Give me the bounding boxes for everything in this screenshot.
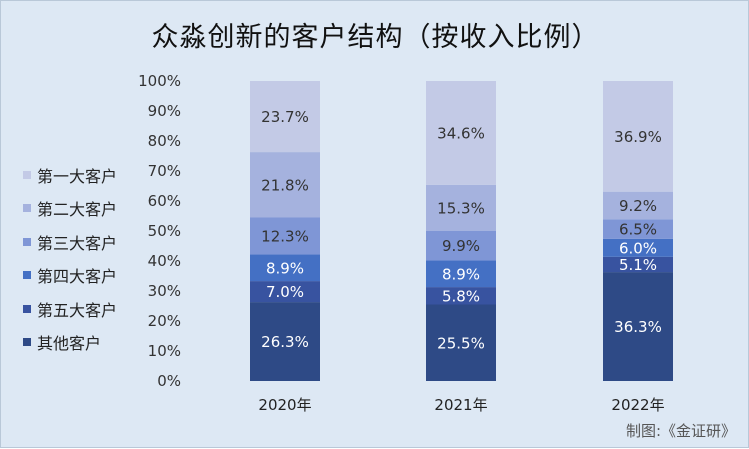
- data-label: 25.5%: [437, 334, 485, 352]
- legend-label: 第四大客户: [37, 267, 118, 287]
- y-tick-label: 20%: [148, 312, 181, 330]
- legend-swatch: [23, 170, 31, 179]
- bar-segment: [250, 281, 320, 303]
- data-label: 12.3%: [261, 227, 309, 245]
- data-label: 9.9%: [442, 237, 480, 255]
- legend-label: 第三大客户: [37, 233, 118, 253]
- y-tick-label: 100%: [138, 72, 181, 90]
- bar-segment: [603, 219, 673, 239]
- y-tick-label: 50%: [148, 222, 181, 240]
- legend-item: 其他客户: [23, 326, 117, 360]
- bar-segment: [603, 81, 673, 192]
- data-label: 9.2%: [619, 197, 657, 215]
- data-label: 6.0%: [619, 239, 657, 257]
- bar-segment: [603, 272, 673, 381]
- legend-label: 其他客户: [37, 334, 102, 354]
- y-tick-label: 70%: [148, 162, 181, 180]
- legend-item: 第四大客户: [23, 259, 117, 293]
- legend-item: 第二大客户: [23, 192, 117, 226]
- bar-segment: [426, 260, 496, 288]
- y-tick-label: 90%: [148, 102, 181, 120]
- bar-segment: [250, 302, 320, 381]
- x-tick-label: 2022年: [611, 396, 664, 414]
- y-tick-label: 0%: [157, 372, 181, 390]
- bar-segment: [603, 256, 673, 273]
- bar-segment: [250, 217, 320, 255]
- legend-label: 第一大客户: [37, 166, 118, 186]
- legend-item: 第三大客户: [23, 225, 117, 259]
- bar-segment: [426, 184, 496, 231]
- x-tick-label: 2020年: [258, 396, 311, 414]
- data-label: 34.6%: [437, 124, 485, 142]
- y-tick-label: 80%: [148, 132, 181, 150]
- bar-segment: [426, 81, 496, 185]
- data-label: 26.3%: [261, 333, 309, 351]
- bar-segment: [250, 254, 320, 282]
- y-tick-label: 60%: [148, 192, 181, 210]
- legend-label: 第二大客户: [37, 200, 118, 220]
- legend-swatch: [23, 237, 31, 246]
- bar-segment: [426, 287, 496, 305]
- y-tick-label: 30%: [148, 282, 181, 300]
- data-label: 8.9%: [442, 265, 480, 283]
- data-label: 36.9%: [614, 128, 662, 146]
- data-label: 21.8%: [261, 176, 309, 194]
- legend-swatch: [23, 338, 31, 347]
- bar-segment: [603, 238, 673, 257]
- legend-swatch: [23, 271, 31, 280]
- data-label: 8.9%: [266, 259, 304, 277]
- data-label: 36.3%: [614, 318, 662, 336]
- legend: 第一大客户第二大客户第三大客户第四大客户第五大客户其他客户: [23, 158, 117, 359]
- data-label: 23.7%: [261, 108, 309, 126]
- bar-segment: [426, 230, 496, 261]
- source-note: 制图:《金证研》: [625, 422, 736, 440]
- legend-item: 第五大客户: [23, 292, 117, 326]
- legend-swatch: [23, 304, 31, 313]
- legend-label: 第五大客户: [37, 300, 118, 320]
- bar-segment: [250, 81, 320, 153]
- data-label: 5.8%: [442, 287, 480, 305]
- legend-item: 第一大客户: [23, 158, 117, 192]
- bar-segment: [603, 191, 673, 220]
- y-tick-label: 10%: [148, 342, 181, 360]
- bar-segment: [250, 152, 320, 218]
- data-label: 7.0%: [266, 283, 304, 301]
- data-label: 15.3%: [437, 199, 485, 217]
- bar-segment: [426, 304, 496, 381]
- x-tick-label: 2021年: [434, 396, 487, 414]
- legend-swatch: [23, 204, 31, 213]
- data-label: 6.5%: [619, 221, 657, 239]
- y-tick-label: 40%: [148, 252, 181, 270]
- chart-title: 众淼创新的客户结构（按收入比例）: [151, 22, 600, 53]
- data-label: 5.1%: [619, 256, 657, 274]
